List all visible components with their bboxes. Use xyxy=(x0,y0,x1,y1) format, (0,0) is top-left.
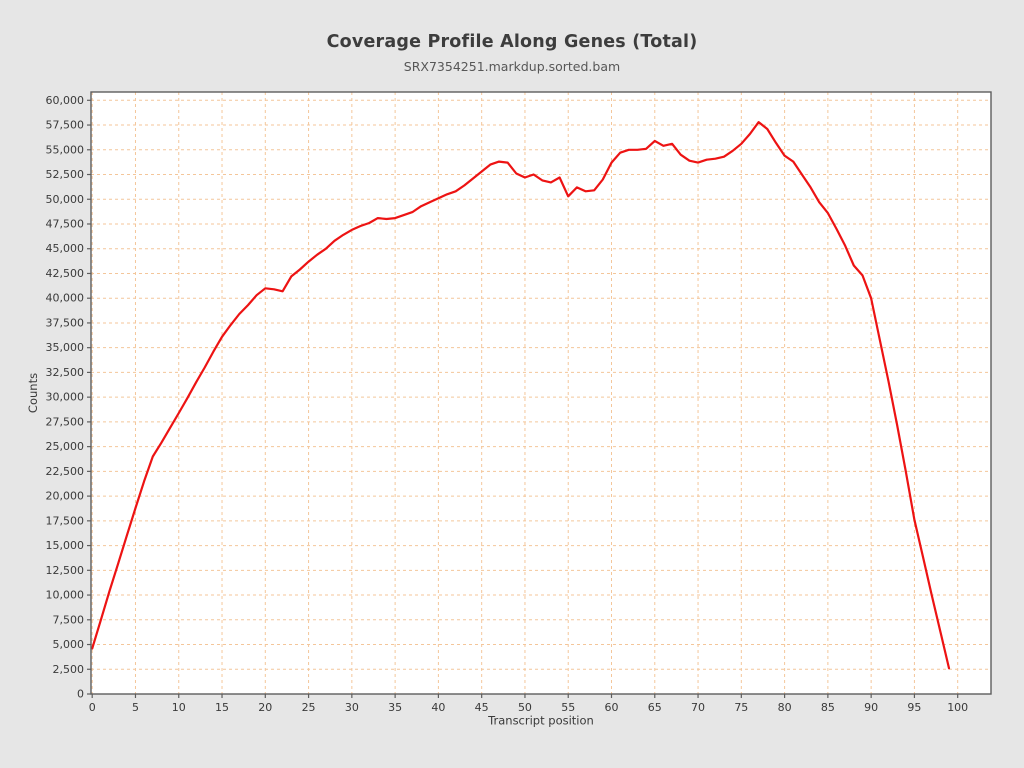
x-tick-label: 70 xyxy=(691,701,705,714)
y-axis-title: Counts xyxy=(26,373,40,413)
y-tick-label: 40,000 xyxy=(46,292,85,305)
y-tick-label: 12,500 xyxy=(46,564,85,577)
x-tick-label: 45 xyxy=(475,701,489,714)
x-tick-label: 90 xyxy=(864,701,878,714)
x-tick-label: 40 xyxy=(431,701,445,714)
x-axis-title: Transcript position xyxy=(487,714,594,728)
series-line-coverage xyxy=(91,120,951,670)
x-tick-label: 25 xyxy=(302,701,316,714)
y-tick-label: 30,000 xyxy=(46,391,85,404)
x-tick-label: 0 xyxy=(89,701,96,714)
y-tick-label: 37,500 xyxy=(46,316,85,329)
x-tick-label: 65 xyxy=(648,701,662,714)
x-tick-label: 5 xyxy=(132,701,139,714)
y-tick-label: 5,000 xyxy=(53,638,85,651)
chart-subtitle: SRX7354251.markdup.sorted.bam xyxy=(403,59,621,74)
x-tick-label: 10 xyxy=(172,701,186,714)
y-tick-label: 42,500 xyxy=(46,267,85,280)
y-tick-label: 0 xyxy=(77,688,84,701)
y-tick-label: 20,000 xyxy=(46,490,85,503)
y-tick-label: 32,500 xyxy=(46,366,85,379)
x-tick-label: 95 xyxy=(907,701,921,714)
y-tick-label: 35,000 xyxy=(46,341,85,354)
y-tick-label: 7,500 xyxy=(53,613,85,626)
y-tick-label: 15,000 xyxy=(46,539,85,552)
x-tick-label: 15 xyxy=(215,701,229,714)
x-tick-label: 100 xyxy=(947,701,968,714)
y-tick-label: 50,000 xyxy=(46,193,85,206)
x-tick-label: 35 xyxy=(388,701,402,714)
x-tick-label: 55 xyxy=(561,701,575,714)
x-tick-label: 75 xyxy=(734,701,748,714)
x-tick-label: 80 xyxy=(778,701,792,714)
y-tick-label: 47,500 xyxy=(46,217,85,230)
y-tick-label: 10,000 xyxy=(46,589,85,602)
y-tick-label: 55,000 xyxy=(46,143,85,156)
y-tick-label: 25,000 xyxy=(46,440,85,453)
y-tick-label: 52,500 xyxy=(46,168,85,181)
y-tick-label: 17,500 xyxy=(46,514,85,527)
x-tick-label: 50 xyxy=(518,701,532,714)
y-tick-label: 57,500 xyxy=(46,119,85,132)
y-tick-label: 45,000 xyxy=(46,242,85,255)
chart-title: Coverage Profile Along Genes (Total) xyxy=(326,32,698,52)
x-tick-label: 20 xyxy=(258,701,272,714)
plot-border xyxy=(90,91,992,695)
y-tick-label: 2,500 xyxy=(53,663,85,676)
x-tick-label: 85 xyxy=(821,701,835,714)
y-tick-label: 22,500 xyxy=(46,465,85,478)
y-tick-label: 27,500 xyxy=(46,415,85,428)
x-tick-label: 60 xyxy=(605,701,619,714)
y-tick-label: 60,000 xyxy=(46,94,85,107)
plot-area xyxy=(91,92,991,694)
x-tick-label: 30 xyxy=(345,701,359,714)
